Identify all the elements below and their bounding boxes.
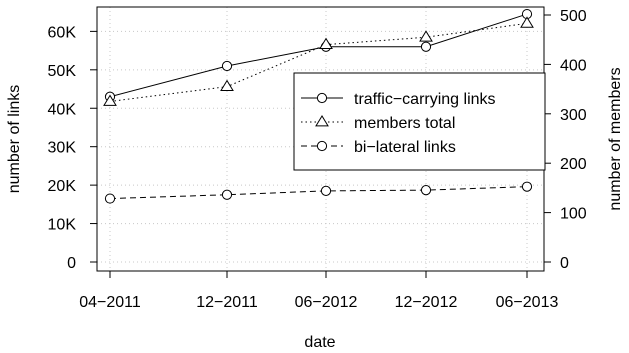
x-tick-label-1: 12−2011	[196, 294, 258, 311]
series-2-point-1	[221, 189, 233, 200]
x-tick-label-4: 06−2013	[496, 294, 559, 311]
series-layer	[103, 8, 534, 204]
series-2-point-3	[420, 185, 432, 196]
y-left-tick-label-6: 60K	[48, 24, 77, 41]
series-2-point-4	[521, 181, 533, 192]
legend-box	[293, 72, 546, 171]
series-1-point-4	[520, 16, 534, 28]
y-right-tick-label-0: 0	[560, 255, 569, 272]
series-1-point-1	[220, 79, 234, 92]
y-right-tick-label-2: 200	[560, 156, 587, 173]
legend-marker-0	[316, 92, 328, 104]
y-left-tick-label-5: 50K	[48, 63, 77, 80]
y-right-tick-label-3: 300	[560, 107, 587, 124]
series-1-point-0	[103, 94, 117, 106]
y-left-tick-label-2: 20K	[48, 178, 77, 195]
x-tick-label-3: 12−2012	[395, 294, 458, 311]
series-1-point-3	[419, 30, 433, 42]
series-0-point-1	[221, 60, 233, 72]
series-0-point-3	[420, 41, 432, 52]
y-left-tick-label-4: 40K	[48, 101, 77, 118]
x-tick-label-0: 04−2011	[79, 294, 141, 311]
legend-label-2: bi−lateral links	[354, 139, 456, 156]
y-axis-right-title: number of members	[607, 67, 624, 210]
legend: traffic−carrying links members total bi−la…	[293, 72, 546, 171]
x-axis-title: date	[304, 334, 335, 351]
series-line-2	[109, 186, 528, 200]
legend-label-0: traffic−carrying links	[354, 91, 496, 108]
legend-marker-2	[316, 140, 328, 152]
y-left-tick-label-0: 0	[67, 255, 76, 272]
series-2-point-2	[320, 185, 332, 196]
series-1-point-2	[319, 37, 333, 50]
x-tick-label-2: 06−2012	[295, 294, 358, 311]
y-left-tick-label-3: 30K	[48, 140, 77, 157]
axes: 04−2011 12−2011 06−2012 12−2012 06−2013 0 10K 2…	[48, 8, 587, 311]
series-2-point-0	[104, 193, 116, 204]
y-right-tick-label-4: 400	[560, 57, 587, 74]
y-right-tick-label-1: 100	[560, 206, 587, 223]
y-right-tick-label-5: 500	[560, 8, 587, 25]
y-left-tick-label-1: 10K	[48, 217, 77, 234]
legend-label-1: members total	[354, 115, 455, 132]
y-axis-left-title: number of links	[6, 85, 23, 194]
legend-marker-1	[315, 115, 329, 127]
